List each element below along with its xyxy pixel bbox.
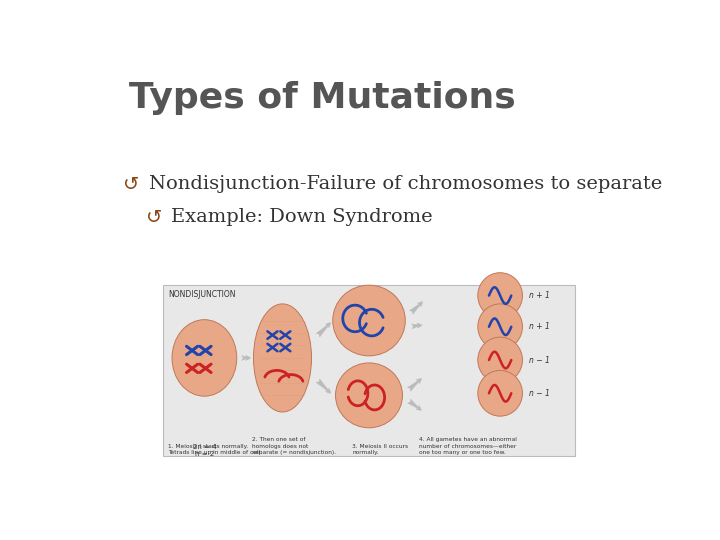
Text: Nondisjunction-Failure of chromosomes to separate: Nondisjunction-Failure of chromosomes to… — [148, 175, 662, 193]
Text: 2. Then one set of
homologs does not
separate (= nondisjunction).: 2. Then one set of homologs does not sep… — [252, 437, 336, 455]
Text: ↺: ↺ — [124, 175, 140, 194]
Ellipse shape — [478, 273, 523, 319]
Text: Types of Mutations: Types of Mutations — [129, 82, 516, 116]
Ellipse shape — [336, 363, 402, 428]
Ellipse shape — [478, 304, 523, 349]
Text: n − 1: n − 1 — [529, 355, 550, 364]
Ellipse shape — [253, 304, 312, 412]
Text: 2n = 4
n = 2: 2n = 4 n = 2 — [192, 444, 216, 457]
Text: 1. Meiosis I starts normally.
Tetrads line up in middle of cell.: 1. Meiosis I starts normally. Tetrads li… — [168, 444, 262, 455]
Text: NONDISJUNCTION: NONDISJUNCTION — [168, 290, 235, 299]
FancyBboxPatch shape — [163, 285, 575, 456]
Ellipse shape — [172, 320, 237, 396]
Text: Example: Down Syndrome: Example: Down Syndrome — [171, 208, 433, 226]
Text: n + 1: n + 1 — [529, 322, 550, 331]
Ellipse shape — [333, 285, 405, 356]
Text: ↺: ↺ — [145, 208, 162, 227]
Text: n − 1: n − 1 — [529, 389, 550, 398]
Ellipse shape — [478, 370, 523, 416]
Text: 4. All gametes have an abnormal
number of chromosomes—either
one too many or one: 4. All gametes have an abnormal number o… — [419, 437, 517, 455]
Text: 3. Meiosis II occurs
normally.: 3. Meiosis II occurs normally. — [352, 444, 408, 455]
Ellipse shape — [478, 337, 523, 383]
Text: n + 1: n + 1 — [529, 291, 550, 300]
